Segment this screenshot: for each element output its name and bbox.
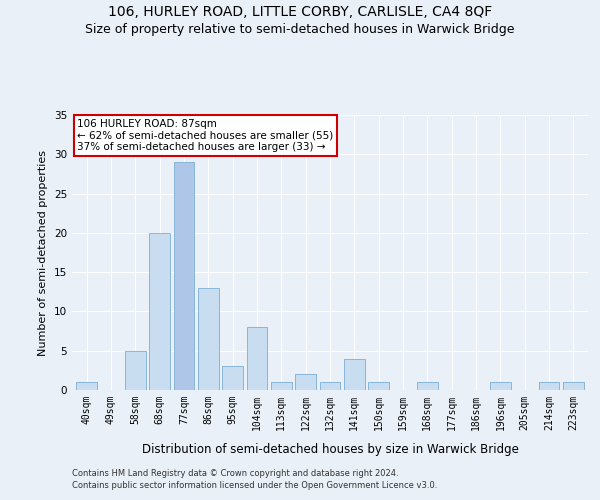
- Bar: [222, 366, 243, 390]
- Bar: [271, 382, 292, 390]
- Bar: [295, 374, 316, 390]
- Bar: [125, 350, 146, 390]
- Bar: [76, 382, 97, 390]
- Y-axis label: Number of semi-detached properties: Number of semi-detached properties: [38, 150, 49, 356]
- Bar: [539, 382, 559, 390]
- Bar: [198, 288, 218, 390]
- Bar: [173, 162, 194, 390]
- Text: Contains public sector information licensed under the Open Government Licence v3: Contains public sector information licen…: [72, 481, 437, 490]
- Text: 106, HURLEY ROAD, LITTLE CORBY, CARLISLE, CA4 8QF: 106, HURLEY ROAD, LITTLE CORBY, CARLISLE…: [108, 5, 492, 19]
- Bar: [490, 382, 511, 390]
- Text: Distribution of semi-detached houses by size in Warwick Bridge: Distribution of semi-detached houses by …: [142, 442, 518, 456]
- Text: Size of property relative to semi-detached houses in Warwick Bridge: Size of property relative to semi-detach…: [85, 22, 515, 36]
- Bar: [149, 233, 170, 390]
- Bar: [417, 382, 438, 390]
- Bar: [563, 382, 584, 390]
- Bar: [344, 358, 365, 390]
- Text: Contains HM Land Registry data © Crown copyright and database right 2024.: Contains HM Land Registry data © Crown c…: [72, 468, 398, 477]
- Bar: [368, 382, 389, 390]
- Text: 106 HURLEY ROAD: 87sqm
← 62% of semi-detached houses are smaller (55)
37% of sem: 106 HURLEY ROAD: 87sqm ← 62% of semi-det…: [77, 119, 334, 152]
- Bar: [247, 327, 268, 390]
- Bar: [320, 382, 340, 390]
